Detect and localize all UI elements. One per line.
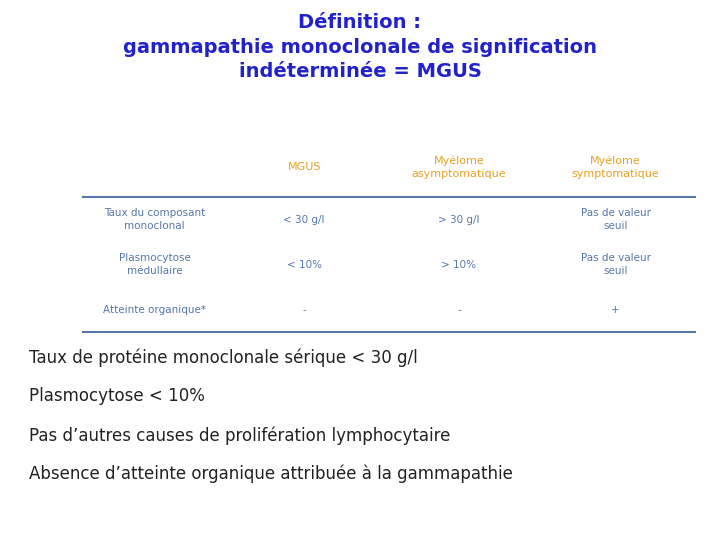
Text: -: - bbox=[457, 305, 461, 315]
Text: Pas d’autres causes de prolifération lymphocytaire: Pas d’autres causes de prolifération lym… bbox=[29, 426, 450, 444]
Text: -: - bbox=[302, 305, 306, 315]
Text: +: + bbox=[611, 305, 620, 315]
Text: Atteinte organique*: Atteinte organique* bbox=[103, 305, 207, 315]
Text: Plasmocytose
médullaire: Plasmocytose médullaire bbox=[119, 253, 191, 276]
Text: Définition :
gammapathie monoclonale de signification
indéterminée = MGUS: Définition : gammapathie monoclonale de … bbox=[123, 14, 597, 81]
Text: MGUS: MGUS bbox=[287, 163, 321, 172]
Text: > 10%: > 10% bbox=[441, 260, 477, 269]
Text: Pas de valeur
seuil: Pas de valeur seuil bbox=[580, 253, 651, 276]
Text: < 10%: < 10% bbox=[287, 260, 322, 269]
Text: < 30 g/l: < 30 g/l bbox=[284, 214, 325, 225]
Text: Plasmocytose < 10%: Plasmocytose < 10% bbox=[29, 387, 204, 405]
Text: Taux du composant
monoclonal: Taux du composant monoclonal bbox=[104, 208, 205, 231]
Text: Absence d’atteinte organique attribuée à la gammapathie: Absence d’atteinte organique attribuée à… bbox=[29, 465, 513, 483]
Text: > 30 g/l: > 30 g/l bbox=[438, 214, 480, 225]
Text: Taux de protéine monoclonale sérique < 30 g/l: Taux de protéine monoclonale sérique < 3… bbox=[29, 348, 418, 367]
Text: Myélome
asymptomatique: Myélome asymptomatique bbox=[412, 156, 506, 179]
Text: Myélome
symptomatique: Myélome symptomatique bbox=[572, 156, 660, 179]
Text: Pas de valeur
seuil: Pas de valeur seuil bbox=[580, 208, 651, 231]
